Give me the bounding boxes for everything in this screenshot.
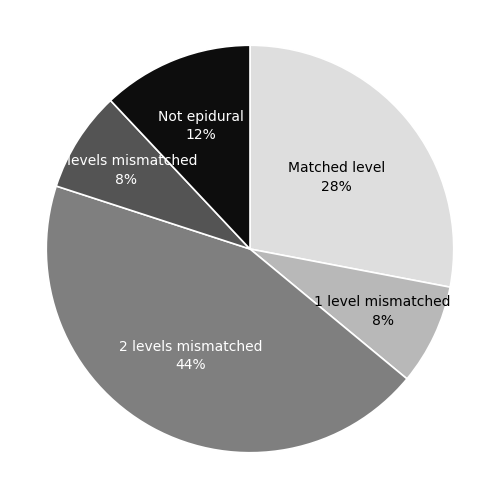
Text: 2 levels mismatched
44%: 2 levels mismatched 44% xyxy=(120,340,263,373)
Wedge shape xyxy=(46,186,407,453)
Wedge shape xyxy=(56,101,250,249)
Wedge shape xyxy=(250,45,454,287)
Wedge shape xyxy=(250,249,450,379)
Text: Not epidural
12%: Not epidural 12% xyxy=(158,110,244,142)
Text: 1 level mismatched
8%: 1 level mismatched 8% xyxy=(314,295,451,328)
Text: Matched level
28%: Matched level 28% xyxy=(288,161,385,194)
Text: 3 levels mismatched
8%: 3 levels mismatched 8% xyxy=(54,154,198,187)
Wedge shape xyxy=(110,45,250,249)
